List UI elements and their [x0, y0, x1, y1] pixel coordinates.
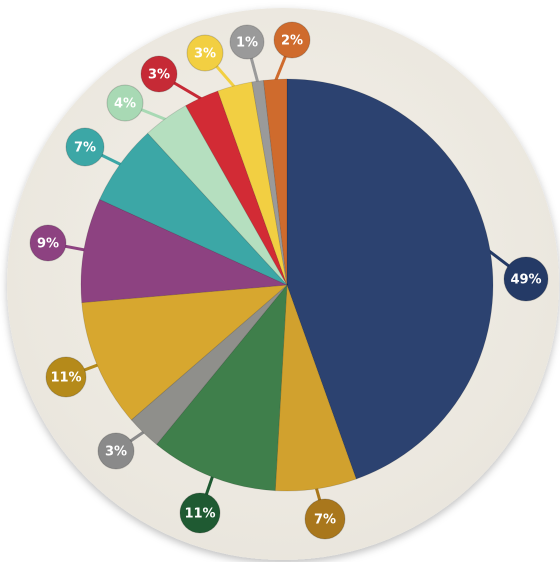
- pie-slice-12: [263, 78, 288, 286]
- slice-label-3: 11%: [179, 492, 221, 534]
- label-badge-6: [29, 224, 67, 262]
- slice-label-11: 1%: [229, 24, 265, 60]
- pie-slice-1: [286, 78, 494, 480]
- label-badge-8: [106, 84, 144, 122]
- label-badge-5: [45, 356, 87, 398]
- label-text-2: 7%: [314, 513, 336, 528]
- pie-slice-9: [185, 90, 288, 286]
- pie-slices: [80, 78, 494, 492]
- slice-label-10: 3%: [186, 34, 224, 72]
- label-text-11: 1%: [236, 36, 258, 51]
- label-badge-4: [97, 432, 135, 470]
- slice-label-9: 3%: [140, 55, 178, 93]
- slice-label-5: 11%: [45, 356, 87, 398]
- slice-label-7: 7%: [65, 127, 105, 167]
- pie-slice-6: [80, 198, 289, 304]
- slice-labels: 49% 7% 11% 3% 11% 9% 7% 4% 3% 3% 1% 2%: [29, 21, 549, 540]
- label-badge-3: [179, 492, 221, 534]
- label-text-5: 11%: [50, 371, 81, 386]
- label-badge-9: [140, 55, 178, 93]
- pie-slice-4: [130, 284, 288, 446]
- label-badge-2: [304, 498, 346, 540]
- label-badge-12: [273, 21, 311, 59]
- label-badge-1: [503, 256, 549, 302]
- label-text-8: 4%: [114, 97, 136, 112]
- slice-label-8: 4%: [106, 84, 144, 122]
- pie-slice-2: [274, 284, 357, 492]
- slice-label-6: 9%: [29, 224, 67, 262]
- pie-slice-3: [156, 283, 288, 492]
- pie-slice-10: [217, 81, 288, 286]
- pie-slice-5: [81, 284, 289, 421]
- slice-label-1: 49%: [503, 256, 549, 302]
- pie-slice-8: [147, 105, 288, 286]
- label-badge-10: [186, 34, 224, 72]
- label-badge-11: [229, 24, 265, 60]
- pie-slice-11: [251, 79, 288, 286]
- label-text-7: 7%: [74, 141, 96, 156]
- label-text-9: 3%: [148, 68, 170, 83]
- label-text-10: 3%: [194, 47, 216, 62]
- label-text-3: 11%: [184, 507, 215, 522]
- slice-label-2: 7%: [304, 498, 346, 540]
- pie-slice-7: [99, 132, 288, 286]
- label-text-12: 2%: [281, 34, 303, 49]
- label-text-4: 3%: [105, 445, 127, 460]
- slice-label-4: 3%: [97, 432, 135, 470]
- slice-label-12: 2%: [273, 21, 311, 59]
- label-badge-7: [65, 127, 105, 167]
- label-text-1: 49%: [510, 273, 541, 288]
- label-text-6: 9%: [37, 237, 59, 252]
